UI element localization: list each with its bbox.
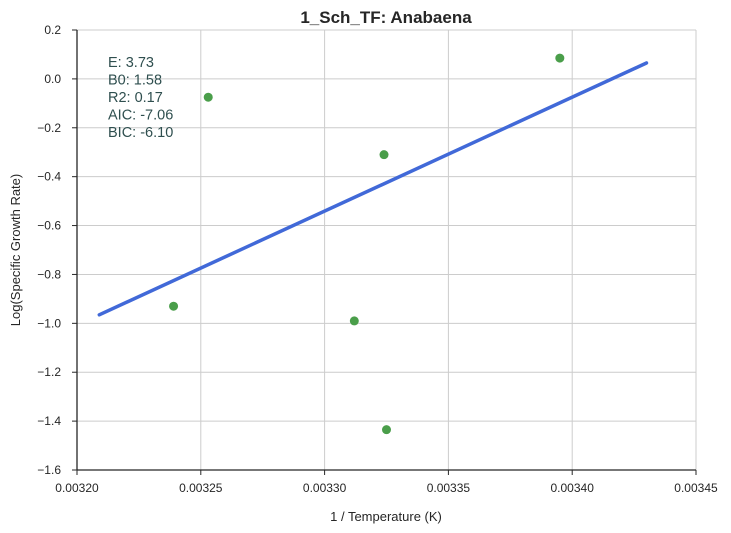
y-tick-label: 0.0 [44,72,61,86]
x-tick-label: 0.00325 [179,481,223,495]
data-points [169,53,565,435]
fit-line-layer [97,61,649,317]
axes [76,30,696,471]
y-tick-labels: 0.2 0.0 −0.2 −0.4 −0.6 −0.8 −1.0 −1.2 −1.4 −1.6 [37,23,77,477]
data-point [382,425,391,435]
y-axis-label: Log(Specific Growth Rate) [8,174,23,326]
y-tick-label: −0.4 [37,170,61,184]
x-axis-label: 1 / Temperature (K) [330,509,442,524]
x-tick-label: 0.00335 [427,481,471,495]
data-point [349,316,359,326]
chart-title: 1_Sch_TF: Anabaena [300,8,472,27]
y-tick-label: −1.6 [37,463,61,477]
x-tick-label: 0.00345 [674,481,718,495]
fit-stat-line: BIC: -6.10 [108,125,173,141]
x-tick-label: 0.00340 [551,481,595,495]
fit-stat-line: B0: 1.58 [108,73,162,89]
x-tick-labels: 0.00320 0.00325 0.00330 0.00335 0.00340 0.003… [55,470,718,495]
x-tick-label: 0.00320 [55,481,99,495]
x-tick-label: 0.00330 [303,481,347,495]
y-tick-label: −0.6 [37,219,61,233]
y-tick-label: −0.2 [37,121,61,135]
y-tick-label: −1.0 [37,316,61,330]
fit-stat-line: AIC: -7.06 [108,108,173,124]
fit-line [97,61,649,317]
data-point [169,301,179,311]
y-tick-label: −0.8 [37,267,61,281]
grid-lines [76,29,697,471]
data-point [555,53,565,63]
data-point [203,92,213,102]
fit-stat-line: R2: 0.17 [108,90,163,106]
fit-stat-line: E: 3.73 [108,55,154,71]
y-tick-label: −1.2 [37,365,61,379]
data-point [379,150,389,160]
y-tick-label: −1.4 [37,414,61,428]
y-tick-label: 0.2 [44,23,61,37]
